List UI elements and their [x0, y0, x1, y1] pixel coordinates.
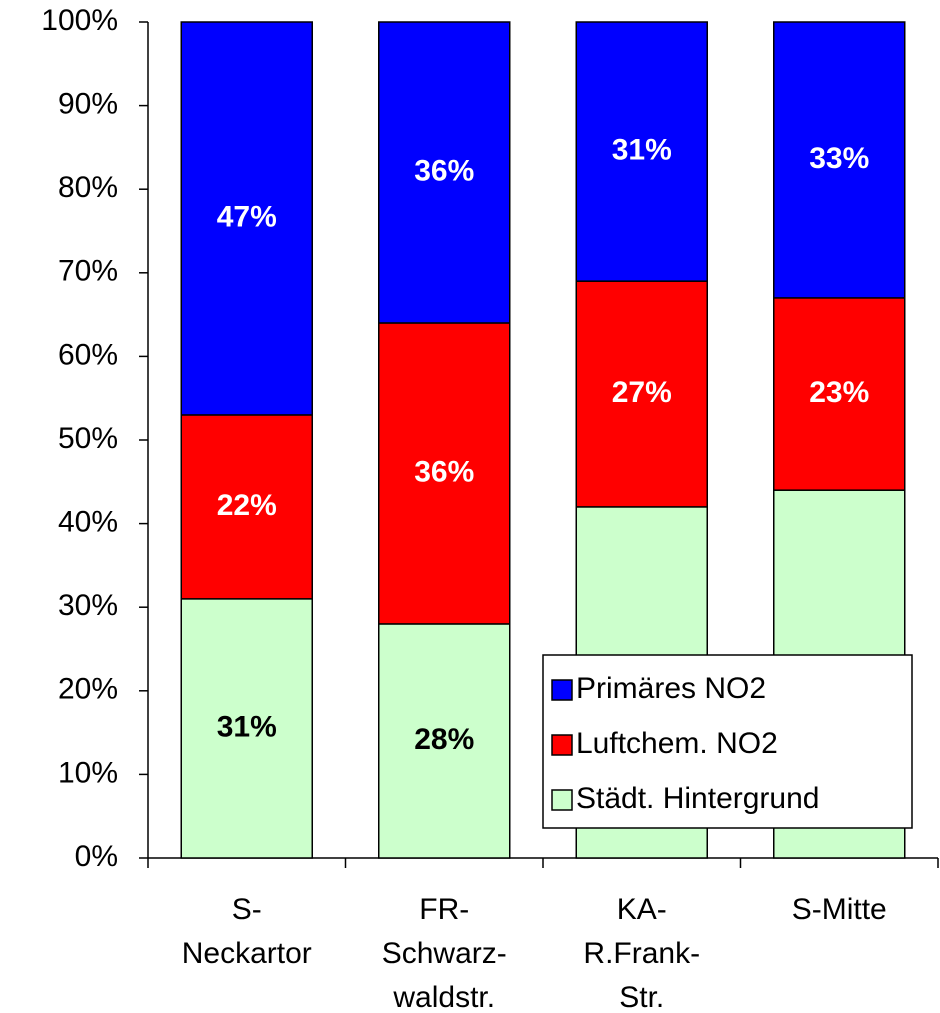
bar-segment: [378, 21, 511, 324]
legend-swatch: [551, 734, 573, 756]
x-tick-label: S- Neckartor: [181, 893, 312, 970]
data-label: 31%: [217, 710, 277, 743]
legend-swatch: [551, 679, 573, 701]
y-tick-label: 60%: [58, 338, 118, 371]
data-label: 22%: [217, 489, 277, 522]
bar-segment: [378, 623, 511, 859]
legend-label: Luftchem. NO2: [576, 727, 778, 760]
x-tick-label: S-Mitte: [791, 893, 887, 926]
y-tick-label: 70%: [58, 255, 118, 288]
y-tick-label: 80%: [58, 171, 118, 204]
x-tick-label: FR- Schwarz- waldstr.: [381, 893, 507, 1013]
data-label: 47%: [217, 200, 277, 233]
data-label: 36%: [414, 455, 474, 488]
data-label: 36%: [414, 154, 474, 187]
bar-segment: [180, 21, 313, 416]
data-label: 28%: [414, 723, 474, 756]
y-tick-label: 100%: [41, 4, 118, 37]
bar-segment: [773, 21, 906, 299]
data-label: 27%: [612, 376, 672, 409]
y-tick-label: 10%: [58, 756, 118, 789]
legend-box: [542, 654, 913, 829]
y-tick-label: 40%: [58, 506, 118, 539]
y-tick-label: 90%: [58, 88, 118, 121]
legend-label: Städt. Hintergrund: [576, 782, 819, 815]
y-tick-label: 50%: [58, 422, 118, 455]
bar-segment: [575, 21, 708, 282]
y-tick-label: 0%: [75, 840, 118, 873]
y-tick-label: 30%: [58, 589, 118, 622]
legend-label: Primäres NO2: [576, 672, 766, 705]
data-label: 31%: [612, 134, 672, 167]
x-tick-label: KA- R.Frank- Str.: [583, 893, 701, 1013]
legend-swatch: [551, 789, 573, 811]
data-label: 23%: [809, 376, 869, 409]
bar-segment: [378, 322, 511, 625]
y-tick-label: 20%: [58, 673, 118, 706]
bar-segment: [575, 280, 708, 508]
data-label: 33%: [809, 142, 869, 175]
